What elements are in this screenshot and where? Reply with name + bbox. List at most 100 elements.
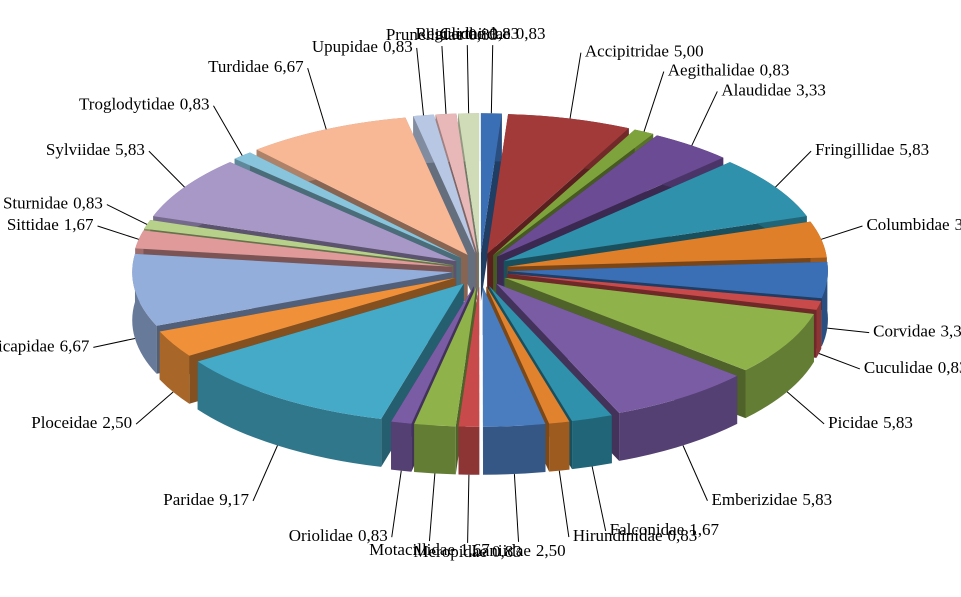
data-label: Columbidae 3,33: [866, 215, 961, 234]
leader-line: [643, 71, 665, 132]
value-label: 5,83: [115, 140, 145, 159]
value-label: 5,83: [883, 413, 913, 432]
slice-top: [482, 286, 546, 427]
category-label: Sylviidae: [46, 140, 110, 159]
leader-line: [441, 46, 447, 114]
leader-line: [775, 150, 812, 188]
slice-top: [197, 283, 464, 419]
category-label: Certhiidae: [440, 24, 511, 43]
category-label: Muscicapidae: [0, 336, 55, 355]
data-label: Upupidae 0,83: [312, 37, 413, 56]
slice-top: [153, 162, 457, 262]
data-label: Oriolidae 0,83: [289, 526, 388, 545]
slice-side: [619, 375, 738, 461]
value-label: 6,67: [274, 57, 304, 76]
value-label: 6,67: [60, 336, 90, 355]
category-label: Hirundinidae: [573, 526, 663, 545]
category-label: Picidae: [828, 413, 878, 432]
leader-line: [252, 445, 278, 502]
data-label: Laniidae 2,50: [471, 541, 565, 560]
value-label: 0,83: [492, 542, 522, 561]
value-label: 2,50: [102, 413, 132, 432]
value-label: 0,83: [760, 60, 790, 79]
value-label: 2,50: [536, 541, 566, 560]
leader-line: [106, 204, 148, 225]
category-label: Sturnidae: [3, 193, 68, 212]
data-label: Sylviidae 5,83: [46, 140, 145, 159]
slice-top: [480, 113, 502, 254]
slice-side: [483, 424, 546, 475]
slice-top: [497, 135, 724, 257]
slice-top: [507, 273, 822, 310]
category-label: Ploceidae: [31, 413, 97, 432]
slice-top: [234, 152, 461, 258]
category-label: Laniidae: [471, 541, 530, 560]
category-label: Columbidae: [866, 215, 949, 234]
data-label: Accipitridae 5,00: [585, 42, 704, 61]
data-label: Picidae 5,83: [828, 413, 913, 432]
leader-line: [591, 466, 607, 532]
value-label: 1,67: [64, 215, 94, 234]
value-label: 5,00: [674, 42, 704, 61]
category-label: Oriolidae: [289, 526, 353, 545]
value-label: 0,83: [358, 526, 388, 545]
pie-slice: [482, 286, 546, 475]
slice-top: [496, 283, 738, 413]
value-label: 0,83: [516, 24, 546, 43]
leader-line: [827, 327, 870, 334]
category-label: Turdidae: [208, 57, 269, 76]
value-label: 0,83: [383, 37, 413, 56]
value-label: 9,17: [219, 490, 249, 509]
value-label: 3,33: [796, 80, 826, 99]
pie-slice: [458, 286, 480, 475]
category-label: Prunellidae: [386, 25, 463, 44]
slice-top: [135, 230, 453, 267]
data-label: Certhiidae 0,83: [440, 24, 546, 43]
leader-line: [428, 473, 436, 542]
leader-line: [513, 474, 520, 542]
slice-side: [816, 301, 822, 358]
value-label: 0,83: [73, 193, 103, 212]
slice-top: [144, 220, 454, 266]
value-label: 0,83: [489, 24, 519, 43]
slice-side: [159, 331, 190, 404]
leader-line: [307, 68, 327, 130]
data-label: Muscicapidae 6,67: [0, 336, 90, 355]
slice-side: [549, 421, 570, 472]
leader-line: [821, 225, 863, 240]
leader-line: [93, 337, 136, 348]
category-label: Troglodytidae: [79, 95, 175, 114]
slice-side: [414, 423, 456, 475]
slice-top: [458, 286, 480, 427]
slice-top: [486, 286, 570, 424]
leader-line: [97, 225, 139, 240]
data-label: Troglodytidae 0,83: [79, 95, 209, 114]
category-label: Motacillidae: [369, 540, 455, 559]
data-label: Fringillidae 5,83: [815, 140, 929, 159]
category-label: Sittidae: [7, 215, 59, 234]
data-label: Paridae 9,17: [163, 490, 249, 509]
slice-top: [391, 286, 474, 424]
slice-side: [132, 253, 157, 374]
leader-line: [691, 91, 718, 146]
data-label: Sittidae 1,67: [7, 215, 94, 234]
slice-top: [132, 253, 453, 326]
data-label: Turdidae 6,67: [208, 57, 304, 76]
slice-side: [458, 426, 480, 475]
slice-top: [159, 277, 456, 356]
leader-line: [558, 470, 570, 538]
slice-top: [507, 221, 827, 267]
slice-top: [507, 261, 828, 299]
data-label: Regulidae 0,83: [415, 24, 519, 43]
data-label: Prunellidae 0,83: [386, 25, 498, 44]
category-label: Upupidae: [312, 37, 378, 56]
slice-side: [391, 421, 412, 472]
leader-line: [213, 105, 243, 156]
value-label: 1,67: [460, 540, 490, 559]
leader-line: [490, 45, 494, 114]
leader-line: [786, 391, 825, 425]
value-label: 3,33: [955, 215, 961, 234]
slice-side: [821, 261, 828, 347]
category-label: Regulidae: [415, 24, 484, 43]
slice-top: [504, 277, 814, 371]
